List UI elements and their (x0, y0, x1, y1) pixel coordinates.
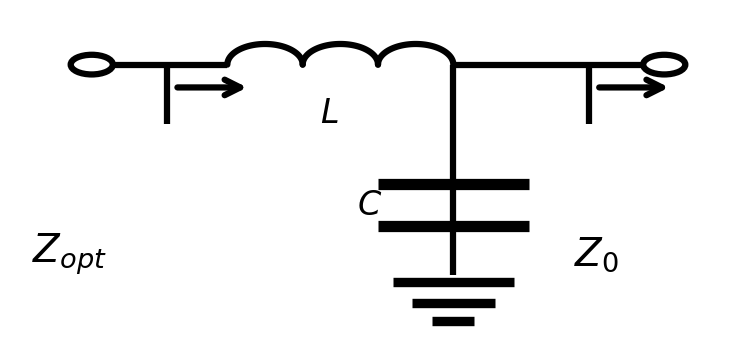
Text: $Z_0$: $Z_0$ (574, 235, 619, 274)
Text: $Z_{opt}$: $Z_{opt}$ (32, 232, 107, 277)
Text: $C$: $C$ (357, 189, 382, 222)
Text: $L$: $L$ (320, 97, 339, 130)
